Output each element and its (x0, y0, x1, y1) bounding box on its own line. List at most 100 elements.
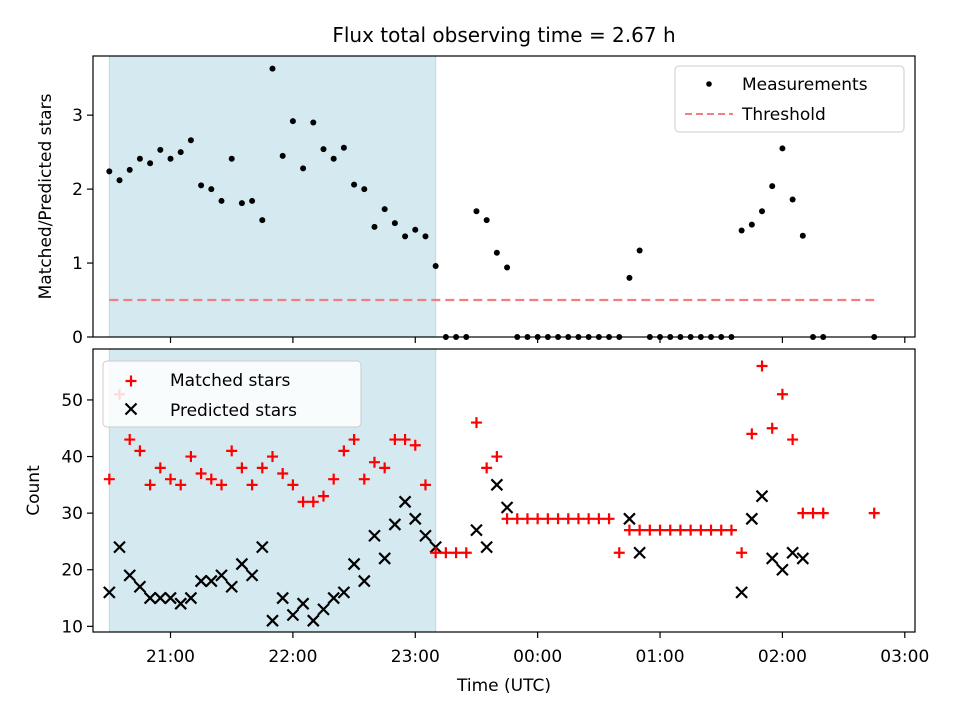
x-tick-label: 01:00 (636, 647, 685, 667)
predicted-star-point (113, 540, 126, 554)
matched-star-point (368, 456, 380, 468)
bottom-legend: Matched stars Predicted stars (102, 360, 362, 428)
measurement-point (473, 208, 480, 215)
top-y-tick-label: 3 (72, 106, 83, 126)
matched-star-point (124, 434, 136, 446)
predicted-star-point (296, 597, 310, 610)
matched-star-point (460, 547, 472, 559)
matched-star-point (491, 451, 503, 463)
measurement-point (402, 233, 409, 240)
top-y-tick-label: 2 (72, 180, 83, 200)
matched-star-point (154, 462, 166, 474)
matched-star-point (532, 513, 544, 525)
measurement-point (177, 149, 184, 156)
predicted-star-point (755, 489, 769, 503)
matched-star-point (817, 507, 829, 519)
top-y-ticks: 0 1 2 3 (72, 106, 93, 348)
predicted-star-point (408, 512, 422, 526)
matched-star-point (348, 434, 360, 446)
predicted-star-point (184, 591, 198, 605)
matched-star-point (287, 479, 299, 491)
predicted-star-point (745, 512, 759, 526)
x-tick-label: 22:00 (268, 647, 317, 667)
matched-star-point (226, 445, 238, 457)
matched-star-point (644, 524, 656, 536)
x-axis-label: Time (UTC) (456, 676, 551, 696)
top-marks (106, 65, 878, 340)
matched-star-point (144, 479, 156, 491)
bottom-legend-box (102, 360, 362, 428)
matched-star-point (430, 547, 442, 559)
matched-star-point (175, 479, 187, 491)
matched-star-point (399, 434, 411, 446)
predicted-star-point (388, 518, 402, 531)
measurement-point (238, 200, 245, 207)
measurement-point (310, 119, 317, 126)
matched-star-point (705, 524, 717, 536)
predicted-star-point (225, 580, 238, 593)
matched-star-point (583, 513, 595, 525)
matched-star-point (623, 524, 635, 536)
matched-star-point (481, 462, 493, 474)
matched-star-point (634, 524, 646, 536)
bottom-y-ticks: 10 20 30 40 50 (61, 391, 93, 637)
predicted-star-point (419, 529, 432, 543)
bottom-marks (103, 360, 880, 627)
predicted-star-point (347, 557, 361, 571)
predicted-star-point (317, 603, 330, 616)
measurement-point (432, 263, 439, 270)
measurement-point (126, 166, 133, 173)
predicted-star-point (500, 501, 514, 514)
predicted-star-point (133, 580, 147, 593)
bottom-x-ticks: 21:00 22:00 23:00 00:00 01:00 02:00 03:00 (146, 632, 929, 667)
matched-star-point (216, 479, 228, 491)
top-x-ticks (169, 337, 906, 343)
matched-star-point (297, 496, 309, 508)
top-legend-box (674, 65, 905, 133)
measurement-point (157, 146, 164, 153)
matched-star-point (776, 388, 788, 400)
measurement-point (269, 65, 276, 72)
bottom-y-tick-label: 30 (61, 504, 83, 524)
predicted-star-point (194, 574, 208, 588)
matched-star-point (338, 445, 350, 457)
predicted-star-point (398, 495, 412, 509)
top-y-tick-label: 1 (72, 254, 83, 274)
measurement-point (340, 144, 347, 151)
predicted-star-point (154, 591, 167, 605)
matched-star-point (746, 428, 758, 440)
matched-star-point (501, 513, 513, 525)
matched-star-point (562, 513, 574, 525)
matched-stars-legend-label: Matched stars (170, 371, 290, 391)
measurements-legend-marker (706, 81, 712, 87)
measurement-point (759, 208, 766, 215)
predicted-stars-legend-marker (124, 402, 138, 416)
bottom-y-axis-label: Count (24, 465, 44, 516)
measurement-point (208, 186, 215, 193)
predicted-star-point (776, 563, 789, 577)
matched-star-point (787, 434, 799, 446)
measurement-point (259, 217, 266, 224)
x-tick-label: 02:00 (758, 647, 807, 667)
measurement-point (351, 181, 358, 188)
measurement-point (361, 186, 368, 193)
bottom-y-tick-label: 10 (61, 617, 83, 637)
measurement-point (198, 182, 205, 189)
measurement-point (493, 249, 500, 256)
measurement-point (116, 177, 123, 184)
x-tick-label: 03:00 (880, 647, 929, 667)
x-tick-label: 23:00 (391, 647, 440, 667)
matched-star-point (725, 524, 737, 536)
predicted-star-point (633, 546, 646, 560)
predicted-star-point (123, 569, 136, 582)
measurement-point (136, 155, 143, 162)
predicted-star-point (623, 512, 636, 526)
measurement-point (249, 197, 256, 204)
measurement-point (738, 227, 745, 234)
predicted-star-point (245, 569, 259, 582)
predicted-star-point (480, 540, 493, 554)
matched-star-point (440, 547, 452, 559)
matched-star-point (165, 473, 177, 485)
predicted-stars-legend-glyph (124, 402, 138, 416)
